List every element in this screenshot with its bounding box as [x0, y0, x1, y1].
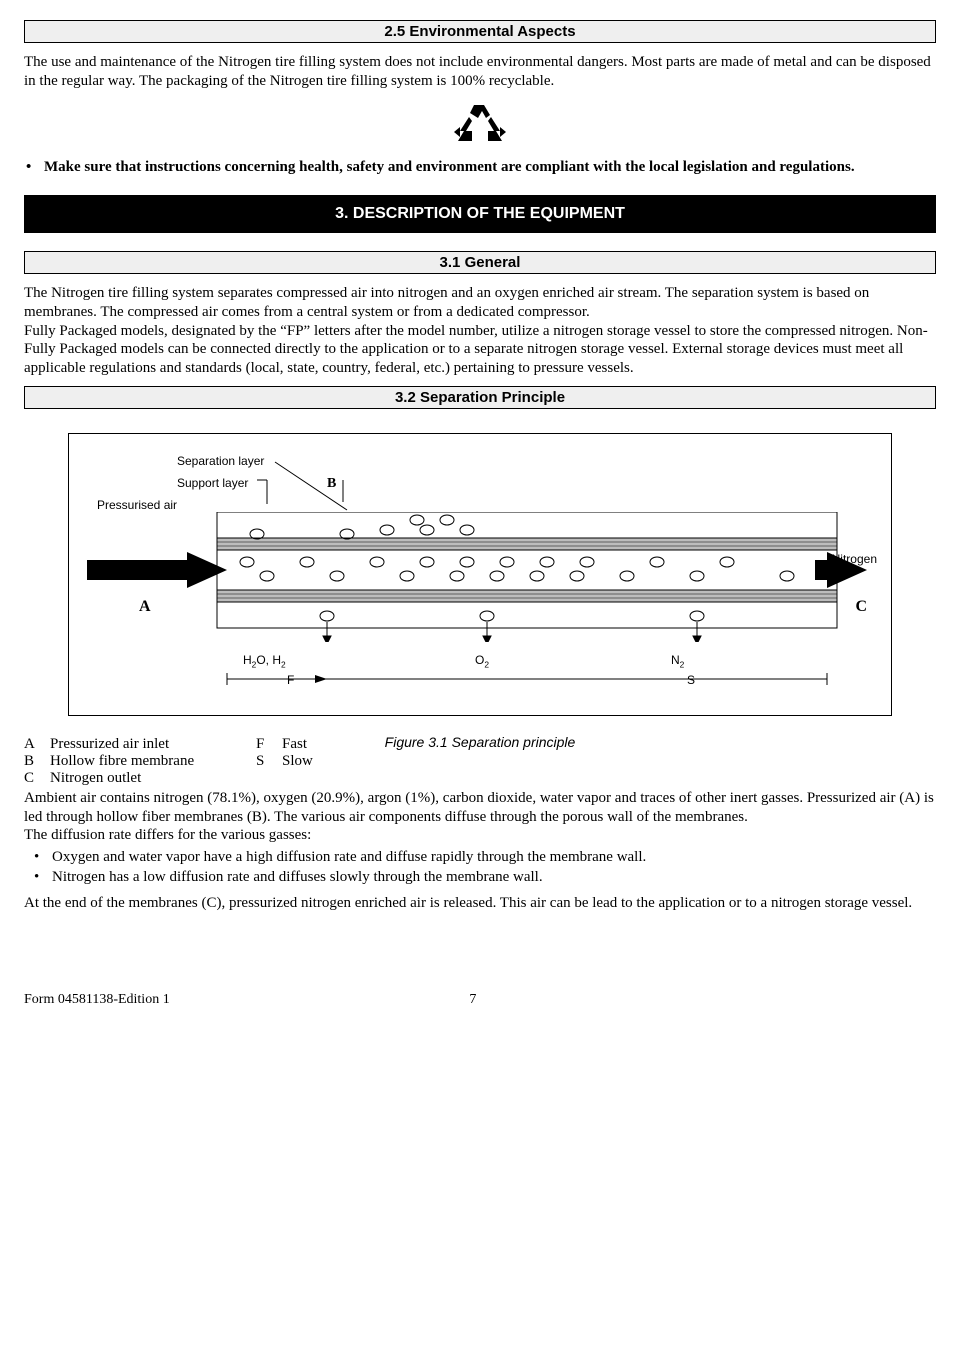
- section-2-5-heading: 2.5 Environmental Aspects: [24, 20, 936, 43]
- label-h2o-h2: H2O, H2: [243, 653, 286, 669]
- sec25-bullet: Make sure that instructions concerning h…: [44, 158, 936, 178]
- legend-val-S: Slow: [282, 753, 482, 770]
- membrane-graphic: [87, 512, 867, 642]
- sec31-para-1: The Nitrogen tire filling system separat…: [24, 284, 936, 322]
- legend-key-A: A: [24, 736, 50, 753]
- label-A: A: [139, 598, 151, 616]
- footer-spacer: [776, 992, 936, 1008]
- legend-key-F: F: [256, 736, 282, 753]
- section-3-heading: 3. DESCRIPTION OF THE EQUIPMENT: [24, 195, 936, 233]
- label-n2: N2: [671, 653, 684, 669]
- label-C: C: [855, 598, 867, 616]
- after-para-3: At the end of the membranes (C), pressur…: [24, 894, 936, 913]
- recycle-icon-wrap: [24, 101, 936, 152]
- legend-key-C: C: [24, 770, 50, 787]
- legend-val-F: Fast: [282, 736, 482, 753]
- after-bullet-2: Nitrogen has a low diffusion rate and di…: [52, 867, 936, 887]
- sec25-para-1: The use and maintenance of the Nitrogen …: [24, 53, 936, 91]
- legend-key-B: B: [24, 753, 50, 770]
- legend-key-S: S: [256, 753, 282, 770]
- legend: APressurized air inlet FFast BHollow fib…: [24, 736, 936, 787]
- footer-page: 7: [170, 992, 776, 1008]
- section-3-2-heading: 3.2 Separation Principle: [24, 386, 936, 409]
- fs-scale-icon: [217, 669, 837, 689]
- sec31-para-2: Fully Packaged models, designated by the…: [24, 322, 936, 378]
- recycle-icon: [452, 101, 508, 147]
- after-bullet-1: Oxygen and water vapor have a high diffu…: [52, 847, 936, 867]
- label-o2: O2: [475, 653, 489, 669]
- page-footer: Form 04581138-Edition 1 7: [24, 992, 936, 1008]
- label-nitrogen: Nitrogen: [832, 552, 877, 566]
- after-para-2: The diffusion rate differs for the vario…: [24, 826, 936, 845]
- legend-val-B: Hollow fibre membrane: [50, 753, 250, 770]
- legend-val-A: Pressurized air inlet: [50, 736, 250, 753]
- section-3-1-heading: 3.1 General: [24, 251, 936, 274]
- label-pressurised-air: Pressurised air: [97, 498, 177, 512]
- footer-form: Form 04581138-Edition 1: [24, 992, 170, 1008]
- label-support-layer: Support layer: [177, 476, 248, 490]
- separation-diagram: Separation layer Support layer B Pressur…: [68, 433, 892, 716]
- after-para-1: Ambient air contains nitrogen (78.1%), o…: [24, 789, 936, 827]
- legend-val-C: Nitrogen outlet: [50, 770, 250, 787]
